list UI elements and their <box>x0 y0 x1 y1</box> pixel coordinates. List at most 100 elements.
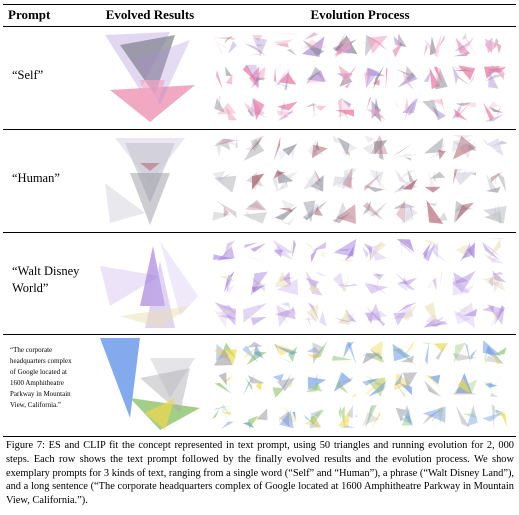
evolution-thumbnail <box>243 373 265 396</box>
triangle-shape <box>337 137 350 156</box>
triangle-shape <box>435 344 446 360</box>
evolution-thumbnail <box>422 406 447 426</box>
triangle-shape <box>243 303 268 323</box>
triangle-shape <box>314 105 327 111</box>
triangle-shape <box>321 385 325 393</box>
triangle-shape <box>275 43 289 48</box>
triangle-shape <box>302 317 317 321</box>
triangle-shape <box>292 239 296 258</box>
triangle-shape <box>283 271 291 286</box>
evolution-thumbnail <box>274 302 297 327</box>
triangle-shape <box>370 340 383 364</box>
evolution-thumbnail <box>453 32 476 57</box>
triangle-shape <box>242 64 258 84</box>
triangle-shape <box>355 414 358 418</box>
triangle-shape <box>215 140 223 158</box>
evolved-result-google <box>100 338 200 430</box>
triangle-shape <box>214 97 225 113</box>
triangle-shape <box>336 172 354 190</box>
evolution-thumbnail <box>482 138 508 157</box>
evolution-thumbnail <box>392 33 407 58</box>
triangle-shape <box>404 105 411 113</box>
triangle-shape <box>364 183 381 191</box>
triangle-shape <box>435 384 439 394</box>
triangle-shape <box>461 285 474 294</box>
evolution-thumbnail <box>302 32 327 57</box>
triangle-shape <box>463 308 478 317</box>
triangle-shape <box>335 239 341 247</box>
evolution-thumbnail <box>452 168 477 186</box>
triangle-shape <box>273 171 286 179</box>
evolution-thumbnail <box>272 373 296 398</box>
evolution-thumbnail <box>244 35 268 58</box>
triangle-shape <box>274 245 294 260</box>
triangle-shape <box>452 139 473 153</box>
triangle-shape <box>485 186 501 193</box>
triangle-shape <box>338 100 355 118</box>
prompt-self: “Self” <box>12 68 44 82</box>
evolution-thumbnail <box>272 66 297 90</box>
triangle-shape <box>226 273 232 294</box>
triangle-shape <box>338 408 351 428</box>
evolution-thumbnail <box>424 374 446 397</box>
figure-row-human: “Human” <box>0 130 519 232</box>
triangle-shape <box>333 238 357 257</box>
triangle-shape <box>424 186 441 193</box>
triangle-shape <box>489 383 498 388</box>
triangle-shape <box>491 404 495 430</box>
triangle-shape <box>273 39 294 46</box>
triangle-shape <box>150 358 195 398</box>
triangle-shape <box>452 65 459 85</box>
triangle-shape <box>482 101 498 116</box>
triangle-shape <box>284 66 290 90</box>
triangle-shape <box>130 173 170 225</box>
triangle-shape <box>362 352 380 364</box>
triangle-shape <box>302 411 319 413</box>
triangle-shape <box>405 97 410 118</box>
evolution-thumbnail <box>455 240 477 262</box>
triangle-shape <box>344 81 352 88</box>
triangle-shape <box>425 342 430 365</box>
triangle-shape <box>491 311 498 323</box>
triangle-shape <box>279 207 293 213</box>
triangle-shape <box>362 378 379 386</box>
triangle-shape <box>272 373 284 382</box>
triangle-shape <box>409 206 414 220</box>
triangle-shape <box>145 398 175 430</box>
triangle-shape <box>398 345 414 350</box>
triangle-shape <box>292 412 296 421</box>
evolution-thumbnail <box>395 405 414 427</box>
triangle-shape <box>364 305 386 327</box>
evolution-grid-google <box>212 340 508 430</box>
triangle-shape <box>494 305 505 326</box>
triangle-shape <box>247 341 263 348</box>
evolution-thumbnail <box>306 340 328 365</box>
triangle-shape <box>310 409 325 426</box>
triangle-shape <box>455 102 477 108</box>
evolution-thumbnail <box>332 32 358 58</box>
triangle-shape <box>483 382 492 391</box>
evolution-thumbnail <box>272 239 297 260</box>
triangle-shape <box>345 309 357 322</box>
evolution-thumbnail <box>362 340 385 364</box>
triangle-shape <box>369 348 383 360</box>
triangle-shape <box>458 65 476 81</box>
triangle-shape <box>249 276 265 292</box>
triangle-shape <box>372 249 388 261</box>
triangle-shape <box>245 199 267 211</box>
triangle-shape <box>394 168 408 184</box>
triangle-shape <box>217 141 231 151</box>
evolution-thumbnail <box>212 404 234 429</box>
triangle-shape <box>470 349 478 361</box>
evolution-thumbnail <box>393 372 418 397</box>
triangle-shape <box>490 172 503 183</box>
triangle-shape <box>302 38 320 51</box>
evolution-thumbnail <box>278 406 298 429</box>
evolution-thumbnail <box>242 303 268 326</box>
triangle-shape <box>433 33 442 58</box>
triangle-shape <box>395 407 406 422</box>
triangle-shape <box>278 150 289 161</box>
triangle-shape <box>342 167 353 189</box>
triangle-shape <box>485 66 503 74</box>
triangle-shape <box>471 171 477 176</box>
